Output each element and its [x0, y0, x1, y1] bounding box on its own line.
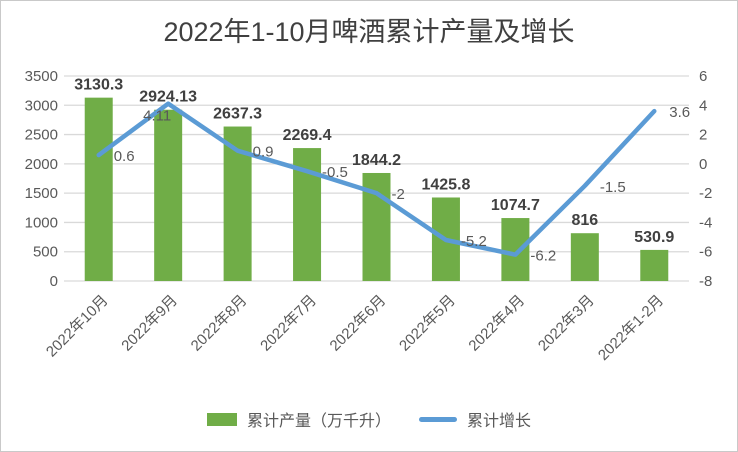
bar [570, 233, 599, 281]
bar [84, 97, 113, 281]
left-axis-tick-label: 0 [50, 273, 58, 290]
right-axis-tick-label: 0 [699, 156, 707, 173]
bar-value-label: 2269.4 [283, 127, 332, 144]
bar-value-label: 1425.8 [421, 176, 470, 193]
line-value-label: -1.5 [600, 179, 626, 196]
bar-value-label: 816 [571, 212, 598, 229]
x-axis-label: 2022年9月 [118, 292, 181, 355]
right-axis-tick-label: 4 [699, 97, 707, 114]
bar-value-label: 2924.13 [139, 89, 197, 106]
left-axis-tick-label: 2000 [25, 156, 58, 173]
right-axis-tick-label: 6 [699, 68, 707, 85]
legend: 累计产量（万千升） 累计增长 [1, 407, 737, 431]
x-axis-label: 2022年7月 [257, 292, 320, 355]
left-axis-tick-label: 1000 [25, 214, 58, 231]
bar [640, 249, 669, 281]
x-axis-label: 2022年5月 [396, 292, 459, 355]
line-value-label: 0.9 [253, 144, 274, 161]
bar [154, 109, 183, 282]
right-axis-tick-label: -2 [699, 185, 712, 202]
x-axis-label: 2022年4月 [465, 292, 528, 355]
bar-value-label: 1844.2 [352, 152, 401, 169]
line-value-label: -5.2 [461, 233, 487, 250]
growth-line [96, 101, 657, 257]
line-series-swatch-icon [419, 416, 457, 422]
right-axis-tick-label: 2 [699, 127, 707, 144]
line-value-label: -2 [392, 186, 405, 203]
right-axis-tick-label: -6 [699, 244, 712, 261]
left-axis-tick-label: 2500 [25, 127, 58, 144]
line-value-label: 0.6 [114, 148, 135, 165]
legend-label-production: 累计产量（万千升） [246, 413, 391, 430]
bar-series-swatch-icon [206, 412, 237, 426]
right-axis-tick-label: -4 [699, 214, 712, 231]
bar [501, 218, 530, 281]
right-axis-tick-label: -8 [699, 273, 712, 290]
bar-value-label: 3130.3 [74, 77, 123, 94]
line-value-label: 4.11 [143, 108, 171, 125]
line-value-label: -6.2 [530, 248, 556, 265]
legend-label-growth: 累计增长 [467, 413, 532, 430]
left-axis-tick-label: 3000 [25, 97, 58, 114]
left-axis-tick-label: 500 [33, 244, 58, 261]
line-value-label: -0.5 [322, 164, 348, 181]
x-axis-label: 2022年6月 [327, 292, 390, 355]
left-axis-tick-label: 1500 [25, 185, 58, 202]
left-axis-tick-label: 3500 [25, 68, 58, 85]
legend-item-growth: 累计增长 [419, 407, 531, 431]
bar-value-label: 1074.7 [491, 197, 540, 214]
line-value-label: 3.6 [669, 104, 690, 121]
chart-title: 2022年1-10月啤酒累计产量及增长 [163, 17, 575, 47]
x-axis-label: 2022年8月 [188, 292, 251, 355]
bar-value-label: 530.9 [634, 229, 674, 246]
bar-value-label: 2637.3 [213, 106, 262, 123]
x-axis-label: 2022年1-2月 [595, 292, 667, 364]
legend-item-production: 累计产量（万千升） [206, 407, 391, 431]
x-axis-label: 2022年3月 [535, 292, 598, 355]
x-axis-label: 2022年10月 [43, 292, 112, 361]
